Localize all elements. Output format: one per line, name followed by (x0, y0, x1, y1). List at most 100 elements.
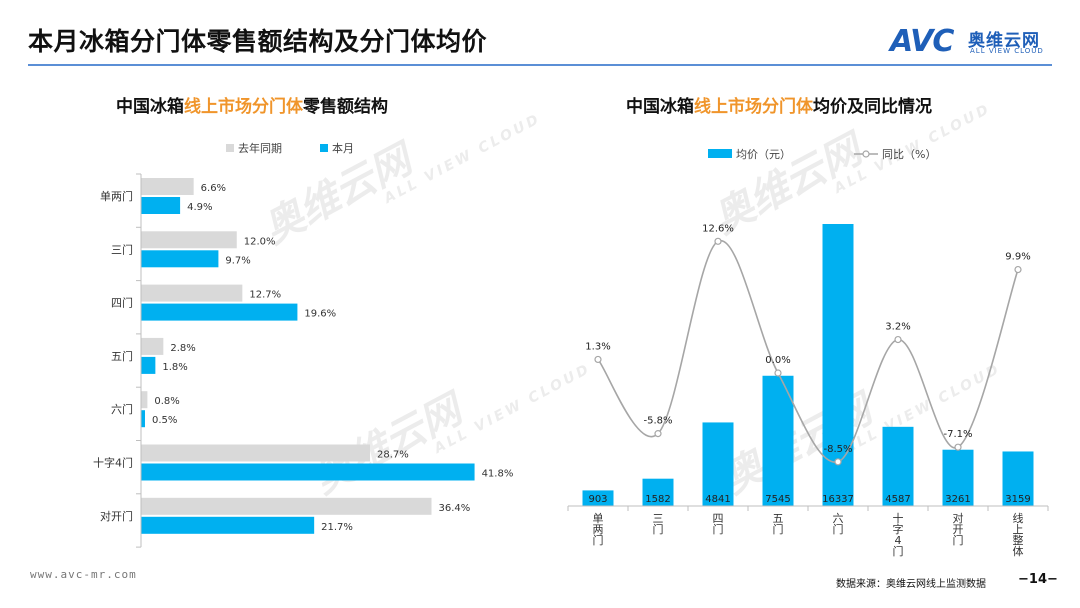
category-label: 单两门 (593, 512, 604, 547)
data-label-current: 9.7% (225, 255, 250, 266)
data-label-current: 21.7% (321, 522, 353, 533)
bar-previous (141, 178, 194, 195)
price-bar (1002, 451, 1034, 506)
website-url: www.avc-mr.com (30, 568, 137, 581)
data-label-previous: 12.0% (244, 236, 276, 247)
yoy-data-label: 12.6% (702, 223, 734, 234)
category-label: 三门 (653, 512, 664, 536)
right-chart-title-highlight: 线上市场分门体 (694, 97, 813, 117)
bar-current (141, 197, 181, 214)
category-label: 五门 (111, 349, 133, 363)
bar-previous (141, 284, 243, 302)
yoy-data-label: -8.5% (823, 444, 852, 455)
data-label-previous: 28.7% (377, 450, 409, 461)
price-data-label: 4587 (885, 494, 910, 505)
legend-swatch-current (320, 144, 328, 152)
yoy-marker (774, 369, 782, 377)
left-bar-chart: 去年同期 本月 6.6% 4.9% 单两门 12.0% 9.7% 三门 12.7% 19.6% 四门… (93, 141, 514, 548)
data-label-current: 41.8% (482, 469, 514, 480)
data-label-current: 1.8% (162, 362, 187, 373)
bar-current (141, 303, 298, 321)
bar-previous (141, 231, 237, 249)
bar-previous (141, 337, 164, 355)
data-source: 数据来源：奥维云网线上监测数据 (836, 579, 986, 590)
yoy-data-label: -5.8% (643, 416, 672, 427)
category-label: 十字4门 (93, 456, 133, 470)
right-combo-chart: 均价（元） 同比（%） 903 1582 4841 7545 16337 4587 3261 31… (567, 148, 1049, 558)
yoy-marker (954, 443, 962, 451)
yoy-marker (894, 335, 902, 344)
category-label: 五门 (773, 512, 784, 536)
yoy-data-label: 3.2% (885, 322, 910, 333)
legend-swatch-previous (226, 144, 234, 152)
data-label-previous: 12.7% (249, 290, 281, 301)
yoy-data-label: -7.1% (943, 429, 972, 440)
category-label: 单两门 (100, 189, 133, 203)
price-bar (582, 490, 614, 506)
bar-previous (141, 444, 371, 462)
data-label-current: 0.5% (152, 415, 177, 426)
yoy-marker (654, 430, 662, 438)
left-chart-title-highlight: 线上市场分门体 (184, 97, 303, 117)
yoy-data-label: 1.3% (585, 341, 610, 352)
category-label: 四门 (713, 512, 724, 536)
bar-previous (141, 391, 148, 409)
bar-previous (141, 497, 432, 515)
right-chart-title: 中国冰箱线上市场分门体均价及同比情况 (626, 92, 932, 117)
bar-current (141, 463, 475, 481)
category-label: 六门 (833, 512, 844, 536)
price-data-label: 4841 (705, 494, 730, 505)
bar-current (141, 250, 219, 268)
right-chart-title-post: 均价及同比情况 (813, 97, 932, 117)
title-divider (28, 64, 1052, 66)
legend-label-current: 本月 (332, 141, 354, 155)
right-chart-title-pre: 中国冰箱 (626, 97, 694, 117)
price-bar (942, 449, 974, 506)
data-label-previous: 6.6% (201, 183, 226, 194)
yoy-marker (594, 355, 602, 364)
logo-chinese-name: 奥维云网 (968, 31, 1040, 51)
yoy-marker (1014, 265, 1022, 274)
logo-mark: AVC (890, 24, 954, 59)
left-chart-title-pre: 中国冰箱 (116, 97, 184, 117)
bar-current (141, 516, 315, 534)
yoy-data-label: 9.9% (1005, 252, 1030, 263)
left-chart-title-post: 零售额结构 (303, 97, 388, 117)
category-label: 六门 (111, 402, 133, 416)
data-label-previous: 36.4% (438, 503, 470, 514)
price-data-label: 1582 (645, 494, 670, 505)
price-data-label: 3261 (945, 494, 970, 505)
page-number: −14− (1018, 572, 1058, 587)
price-data-label: 7545 (765, 494, 790, 505)
data-label-previous: 0.8% (154, 396, 179, 407)
price-bar (702, 422, 734, 506)
data-label-current: 19.6% (304, 309, 336, 320)
brand-logo: AVC 奥维云网 ALL VIEW CLOUD (890, 24, 1060, 64)
bar-current (141, 410, 145, 428)
yoy-marker (714, 237, 722, 245)
price-bar (762, 375, 794, 506)
category-label: 对开门 (100, 509, 133, 523)
legend-label-yoy: 同比（%） (882, 148, 936, 161)
page-title: 本月冰箱分门体零售额结构及分门体均价 (28, 27, 488, 56)
price-data-label: 903 (588, 494, 607, 505)
price-data-label: 3159 (1005, 494, 1030, 505)
price-bar (642, 478, 674, 506)
logo-english-name: ALL VIEW CLOUD (970, 47, 1044, 55)
category-label: 四门 (111, 296, 133, 310)
category-label: 线上整体 (1013, 511, 1024, 558)
legend-swatch-price (708, 149, 732, 158)
yoy-data-label: 0.0% (765, 355, 790, 366)
data-label-current: 4.9% (187, 202, 212, 213)
yoy-line (597, 240, 1019, 463)
price-data-label: 16337 (822, 494, 854, 505)
legend-marker-yoy (862, 150, 870, 158)
category-label: 三门 (111, 242, 133, 256)
yoy-marker (834, 458, 842, 466)
category-label: 对开门 (953, 511, 964, 547)
data-label-previous: 2.8% (170, 343, 195, 354)
legend-label-price: 均价（元） (736, 148, 791, 161)
legend-label-previous: 去年同期 (238, 141, 282, 155)
price-bar (882, 426, 914, 506)
